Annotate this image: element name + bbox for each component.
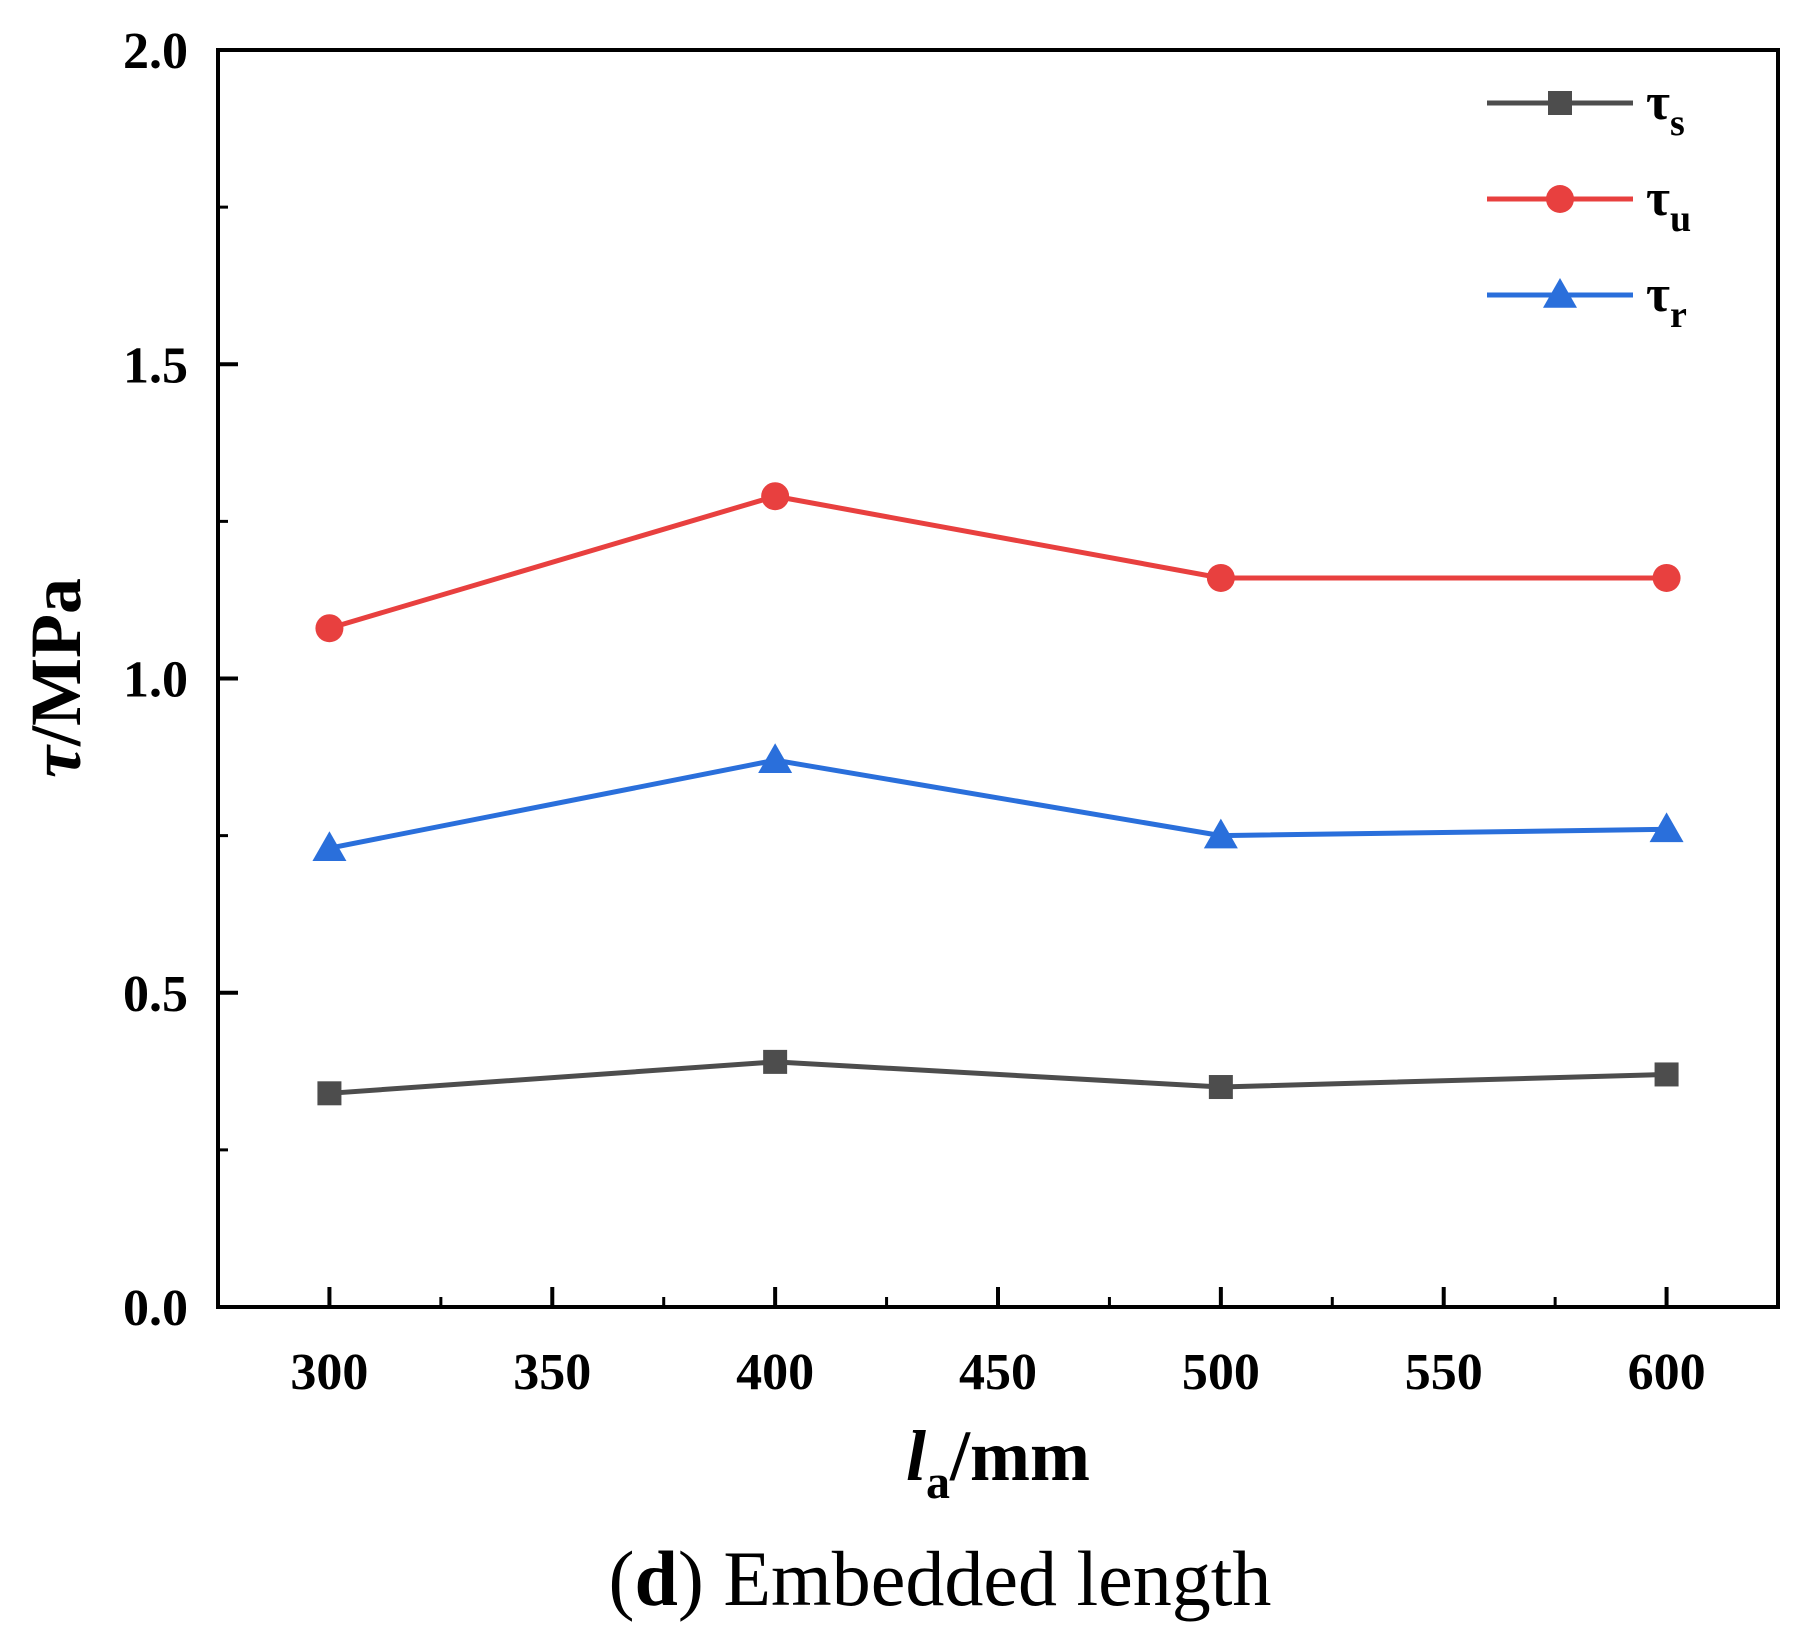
- legend-marker: [1543, 278, 1577, 308]
- legend-label: τu: [1646, 170, 1691, 240]
- x-tick-label: 600: [1628, 1344, 1706, 1401]
- data-point-tau-u: [1652, 563, 1681, 592]
- series-line-tau-s: [329, 1059, 1667, 1096]
- x-tick-label: 300: [290, 1344, 368, 1401]
- x-tick-label: 450: [959, 1344, 1037, 1401]
- data-point-tau-u: [315, 614, 344, 643]
- y-tick-label: 0.0: [123, 1280, 188, 1337]
- legend-marker: [1548, 91, 1572, 115]
- axis-ticks: 300 350 400 450 500 550 600 0.0 0.5 1.0 1.5 2.0: [123, 23, 1706, 1401]
- data-point-tau-s: [317, 1081, 342, 1106]
- x-tick-label: 400: [736, 1344, 814, 1401]
- series-markers: [312, 482, 1684, 1106]
- legend-label: τr: [1646, 266, 1687, 336]
- series-line-tau-r: [328, 757, 1667, 851]
- data-point-tau-u: [761, 482, 790, 511]
- figure-caption: (d) Embedded length: [609, 1535, 1272, 1622]
- data-point-tau-s: [1654, 1062, 1679, 1087]
- legend-marker: [1546, 185, 1574, 213]
- legend-item-tau-r: τr: [1487, 266, 1687, 336]
- y-axis-title: τ/MPa: [16, 578, 96, 778]
- y-tick-label: 2.0: [123, 23, 188, 80]
- x-axis-title: la/mm: [906, 1416, 1090, 1509]
- series-line-tau-u: [328, 493, 1667, 631]
- x-tick-label: 500: [1182, 1344, 1260, 1401]
- data-point-tau-r: [758, 743, 793, 773]
- legend-item-tau-u: τu: [1487, 170, 1691, 240]
- data-point-tau-u: [1206, 563, 1235, 592]
- legend: τs τu τr: [1487, 74, 1691, 336]
- legend-label: τs: [1646, 74, 1685, 144]
- data-point-tau-r: [1649, 812, 1684, 843]
- y-tick-label: 1.5: [123, 337, 188, 394]
- y-tick-label: 1.0: [123, 652, 188, 709]
- plot-frame: [216, 48, 1780, 1309]
- data-point-tau-r: [312, 831, 347, 861]
- series-lines: [328, 493, 1667, 1096]
- legend-item-tau-s: τs: [1487, 74, 1685, 144]
- data-point-tau-s: [1208, 1075, 1233, 1100]
- y-tick-label: 0.5: [123, 966, 188, 1023]
- x-tick-label: 550: [1405, 1344, 1483, 1401]
- data-point-tau-r: [1203, 818, 1238, 849]
- data-point-tau-s: [763, 1049, 788, 1074]
- x-tick-label: 350: [513, 1344, 591, 1401]
